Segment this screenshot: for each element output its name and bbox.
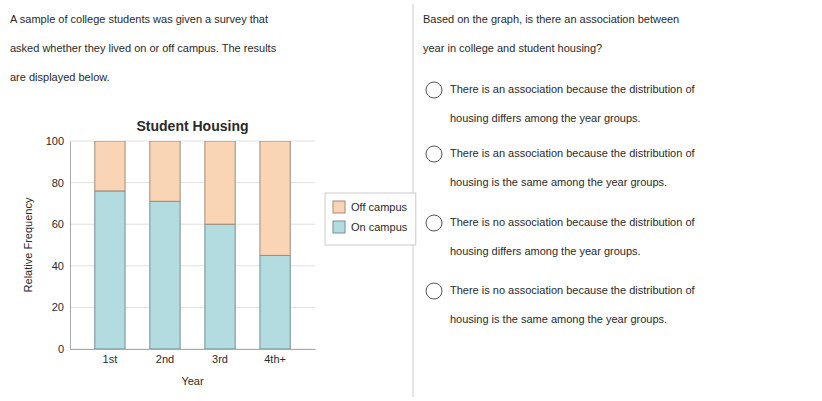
option-circle — [426, 146, 442, 162]
y-tick-label: 100 — [46, 135, 64, 147]
y-tick-label: 20 — [52, 301, 64, 313]
axis-line — [71, 349, 316, 350]
bar — [205, 224, 235, 349]
bar — [205, 141, 235, 224]
y-axis: 0 20 40 60 80 100 — [46, 135, 71, 355]
legend-item: Off campus — [333, 201, 408, 213]
option-text: housing differs among the year groups. — [450, 112, 641, 124]
y-tick: 40 — [52, 260, 70, 272]
option-text: housing is the same among the year group… — [450, 176, 667, 188]
option-text: housing differs among the year groups. — [450, 245, 641, 257]
legend-label: On campus — [351, 221, 408, 233]
bar — [95, 141, 125, 191]
bars — [95, 141, 290, 349]
y-tick: 60 — [52, 218, 70, 230]
bar — [150, 141, 180, 201]
question-text: year in college and student housing? — [423, 42, 602, 54]
option-text: There is an association because the dist… — [450, 147, 696, 159]
plot: 1st 2nd 3rd 4th+ 0 20 40 60 80 100 — [46, 135, 316, 365]
legend-item: On campus — [333, 221, 408, 233]
y-tick: 20 — [52, 301, 70, 313]
x-tick: 3rd — [212, 349, 228, 365]
y-tick-label: 0 — [58, 343, 64, 355]
y-tick-label: 60 — [52, 218, 64, 230]
option-circle — [426, 215, 442, 231]
x-axis: 1st 2nd 3rd 4th+ — [71, 349, 316, 365]
intro-text: are displayed below. — [10, 71, 110, 83]
chart-title: Student Housing — [137, 118, 249, 134]
option-circle — [426, 82, 442, 98]
series — [95, 141, 290, 255]
intro-text: asked whether they lived on or off campu… — [10, 42, 277, 54]
x-tick: 1st — [103, 349, 118, 365]
bar — [95, 191, 125, 349]
legend-frame — [325, 193, 416, 245]
x-tick-label: 3rd — [212, 353, 228, 365]
question-text: Based on the graph, is there an associat… — [423, 13, 679, 25]
chart: A sample of college students was given a… — [0, 0, 822, 401]
y-tick: 0 — [58, 343, 70, 355]
option-text: There is an association because the dist… — [450, 83, 696, 95]
x-tick: 2nd — [156, 349, 174, 365]
x-tick: 4th+ — [264, 349, 286, 365]
y-tick: 100 — [46, 135, 70, 147]
x-tick-label: 2nd — [156, 353, 174, 365]
y-tick: 80 — [52, 177, 70, 189]
x-tick-label: 1st — [103, 353, 118, 365]
axis-line — [70, 142, 71, 350]
legend-label: Off campus — [351, 201, 408, 213]
y-tick-label: 80 — [52, 177, 64, 189]
legend-swatch — [333, 201, 345, 213]
legend-swatch — [333, 221, 345, 233]
option-text: housing is the same among the year group… — [450, 313, 667, 325]
bar — [150, 201, 180, 349]
option-text: There is no association because the dist… — [450, 216, 696, 228]
bar — [260, 255, 290, 349]
y-axis-title: Relative Frequency — [22, 197, 34, 292]
y-tick-label: 40 — [52, 260, 64, 272]
option-text: There is no association because the dist… — [450, 284, 696, 296]
grid — [70, 141, 315, 349]
option-circle — [426, 283, 442, 299]
legend: Off campus On campus — [325, 193, 416, 245]
intro-text: A sample of college students was given a… — [10, 13, 268, 25]
bar — [260, 141, 290, 255]
x-axis-title: Year — [181, 375, 204, 387]
x-tick-label: 4th+ — [264, 353, 286, 365]
